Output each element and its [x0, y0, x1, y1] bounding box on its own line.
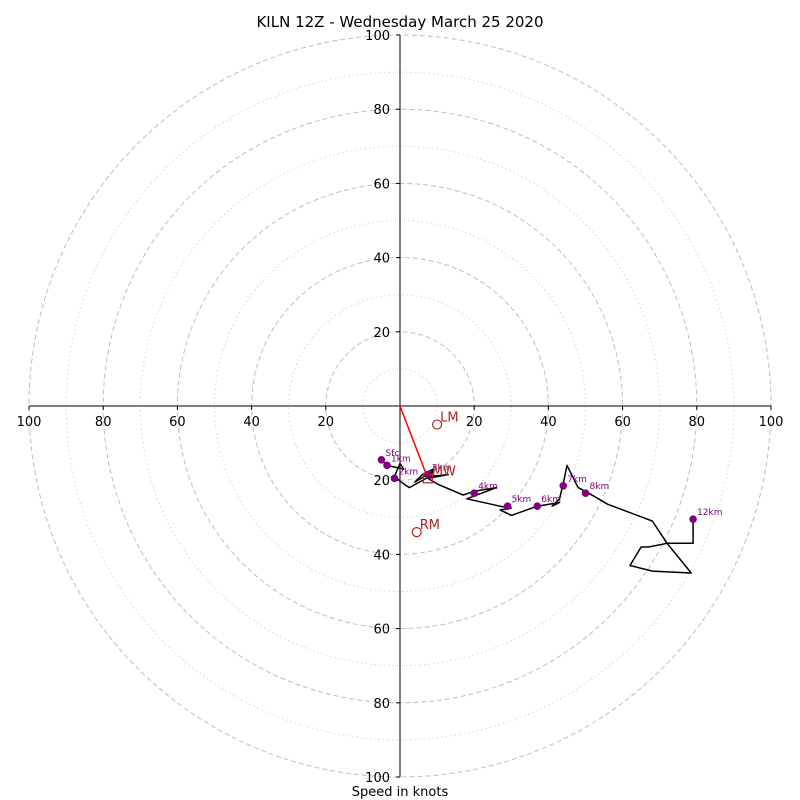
height-marker-2km: [390, 474, 399, 483]
v-tick-label: 40: [373, 548, 390, 563]
storm-motion-vector: [399, 405, 429, 479]
height-label-3km: 3km: [432, 464, 452, 474]
height-marker-7km: [559, 481, 568, 490]
height-label-2km: 2km: [398, 467, 418, 477]
v-tick-label: 20: [373, 474, 390, 489]
u-tick-label: 80: [95, 415, 112, 430]
u-tick-label: 40: [243, 415, 260, 430]
height-label-12km: 12km: [697, 508, 722, 518]
storm-label-lm: LM: [440, 411, 458, 426]
mean-wind-marker: [422, 473, 433, 484]
v-tick-label: 20: [373, 326, 390, 341]
u-tick-label: 80: [689, 415, 706, 430]
height-marker-6km: [533, 502, 542, 510]
u-tick-label: 60: [169, 415, 186, 430]
height-label-sfc: Sfc: [385, 449, 399, 459]
height-label-1km: 1km: [391, 454, 411, 464]
height-label-8km: 8km: [590, 482, 610, 492]
height-marker-3km: [424, 470, 432, 479]
height-label-4km: 4km: [478, 482, 498, 492]
v-tick-label: 40: [373, 252, 390, 267]
height-marker-12km: [689, 515, 697, 523]
v-tick-label: 80: [373, 103, 390, 118]
storm-marker-rm: [411, 527, 422, 538]
hodograph-series: [380, 405, 694, 574]
v-tick-label: 60: [373, 177, 390, 192]
v-tick-label: 100: [365, 771, 390, 786]
v-tick-label: 100: [365, 29, 390, 44]
u-tick-label: 20: [466, 415, 483, 430]
chart-title: KILN 12Z - Wednesday March 25 2020: [256, 13, 543, 31]
u-tick-label: 40: [540, 415, 557, 430]
height-label-7km: 7km: [567, 475, 587, 485]
storm-motion: LM RM MW: [411, 411, 459, 538]
height-marker-sfc: [377, 455, 386, 464]
height-label-6km: 6km: [541, 495, 561, 505]
u-tick-label: 100: [17, 415, 42, 430]
tick-labels: 20 20 20 20 40 40 40 40 60 60 60 60 80 80 80 80 100 100 10…: [17, 29, 784, 786]
v-tick-label: 60: [373, 623, 390, 638]
u-tick-label: 20: [318, 415, 335, 430]
height-marker-1km: [383, 461, 391, 470]
v-tick-label: 80: [373, 697, 390, 712]
height-marker-8km: [581, 489, 590, 497]
height-label-5km: 5km: [512, 495, 532, 505]
storm-marker-lm: [432, 419, 443, 430]
mean-wind-label: MW: [432, 464, 456, 479]
storm-label-rm: RM: [420, 518, 440, 533]
height-marker-5km: [503, 502, 512, 510]
u-tick-label: 100: [759, 415, 784, 430]
height-marker-4km: [470, 489, 479, 497]
u-tick-label: 60: [614, 415, 631, 430]
x-axis-label: Speed in knots: [352, 785, 449, 800]
